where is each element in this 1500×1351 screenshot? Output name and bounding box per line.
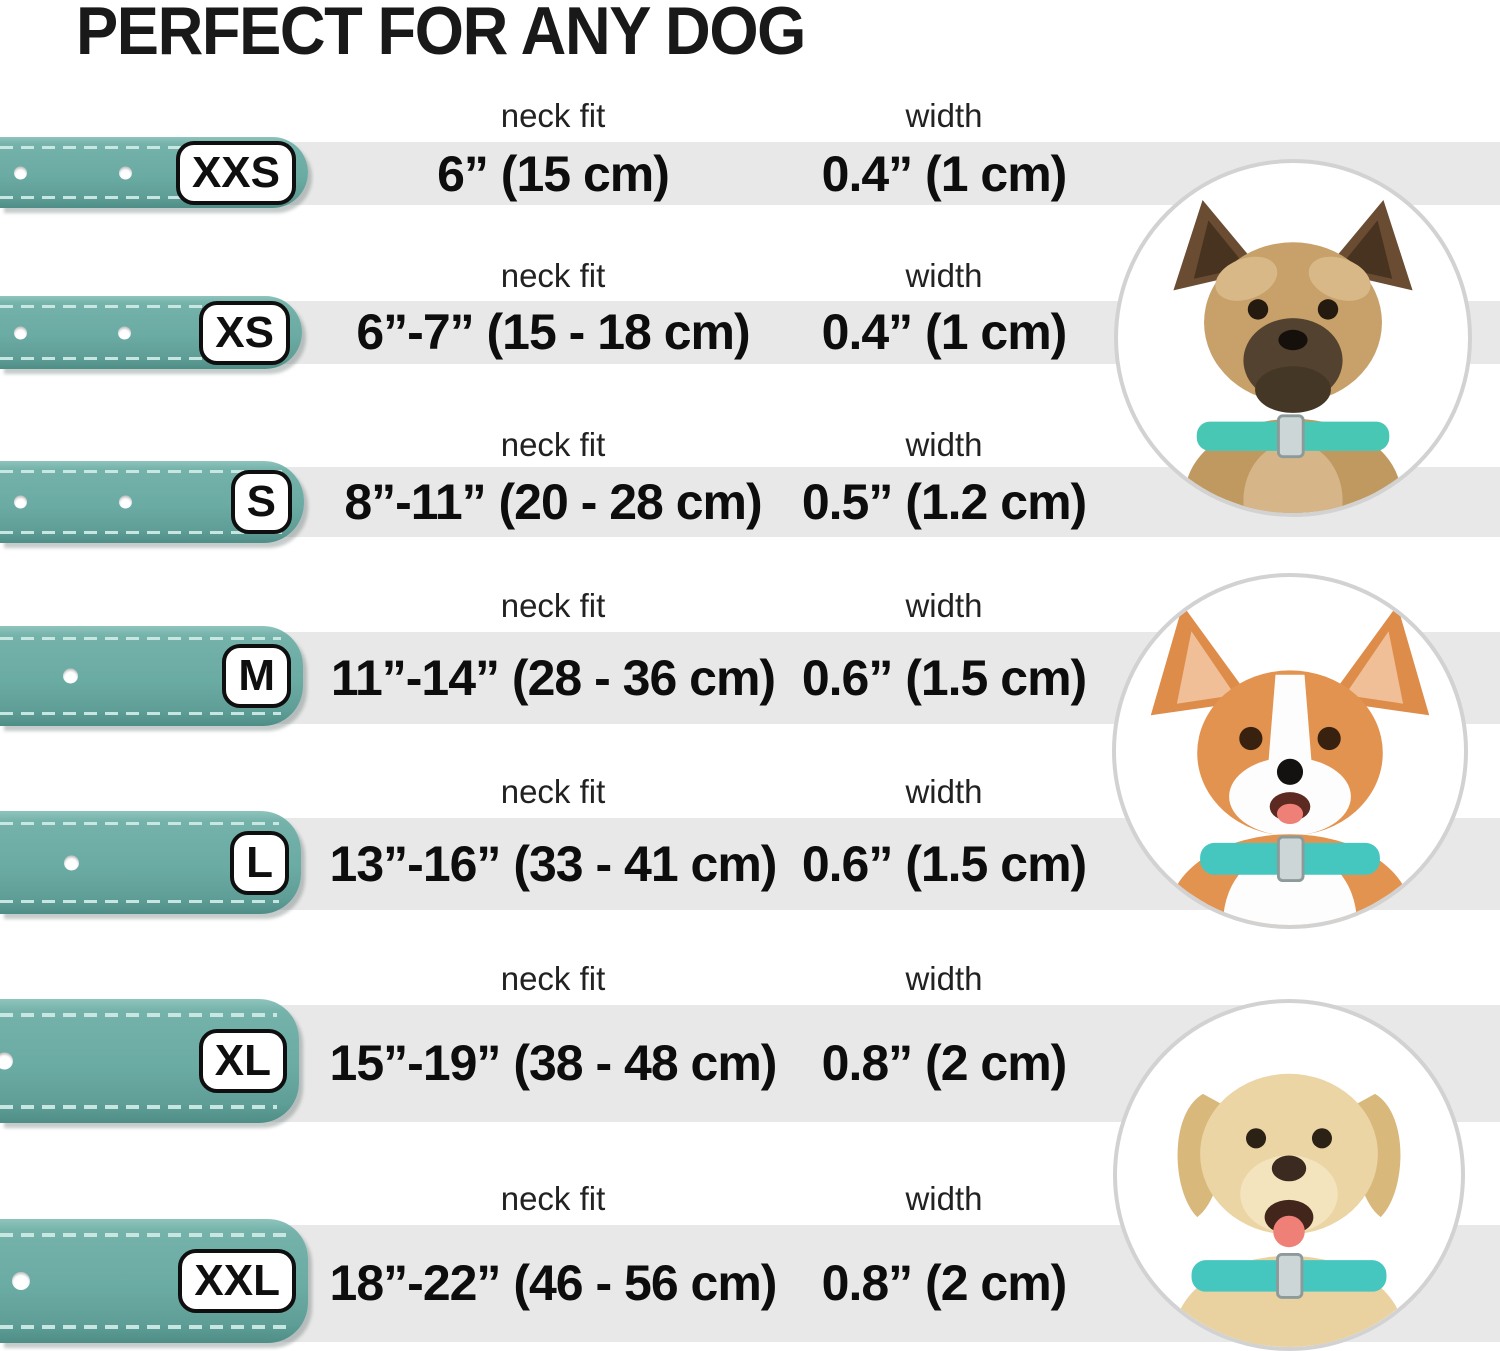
size-badge: XXS xyxy=(175,140,296,205)
neck-fit-value: 6” (15 cm) xyxy=(437,146,670,202)
collar-hole xyxy=(0,1052,13,1070)
neck-fit-value: 11”-14” (28 - 36 cm) xyxy=(330,650,776,706)
collar-strip: XS xyxy=(0,296,302,369)
stitch-line xyxy=(0,712,281,715)
width-value: 0.4” (1 cm) xyxy=(821,146,1068,202)
neck-fit-value: 6”-7” (15 - 18 cm) xyxy=(356,304,750,360)
stitch-line xyxy=(0,637,281,640)
stitch-line xyxy=(0,1233,286,1237)
size-badge: XL xyxy=(198,1029,287,1093)
collar-hole xyxy=(64,855,79,870)
stitch-line xyxy=(0,531,282,534)
neck-fit-header: neck fit xyxy=(500,1180,606,1217)
stitch-line xyxy=(0,900,279,903)
collar-hole xyxy=(14,495,27,509)
size-badge: XXL xyxy=(178,1249,296,1313)
neck-fit-value: 18”-22” (46 - 56 cm) xyxy=(329,1255,778,1311)
collar-strip: XL xyxy=(0,999,299,1123)
labrador-photo xyxy=(1113,999,1465,1351)
stitch-line xyxy=(0,146,286,149)
neck-fit-value: 8”-11” (20 - 28 cm) xyxy=(344,474,762,530)
collar-strip: S xyxy=(0,461,304,543)
width-value: 0.8” (2 cm) xyxy=(821,1035,1068,1091)
labrador-illustration xyxy=(1174,1073,1404,1347)
stitch-line xyxy=(0,822,279,825)
page-title: PERFECT FOR ANY DOG xyxy=(76,0,806,69)
neck-fit-value: 13”-16” (33 - 41 cm) xyxy=(329,836,778,892)
collar-strip: L xyxy=(0,811,301,914)
width-header: width xyxy=(905,960,983,997)
width-value: 0.6” (1.5 cm) xyxy=(801,836,1087,892)
collar-strip: XXS xyxy=(0,137,308,208)
stitch-line xyxy=(0,196,286,199)
neck-fit-header: neck fit xyxy=(500,426,606,463)
corgi-illustration xyxy=(1150,605,1430,925)
width-header: width xyxy=(905,97,983,134)
stitch-line xyxy=(0,1013,277,1017)
terrier-illustration xyxy=(1173,200,1413,513)
stitch-line xyxy=(0,470,282,473)
size-badge: L xyxy=(230,830,289,895)
terrier-photo xyxy=(1114,159,1472,517)
neck-fit-header: neck fit xyxy=(500,960,606,997)
width-value: 0.6” (1.5 cm) xyxy=(801,650,1087,706)
neck-fit-header: neck fit xyxy=(500,587,606,624)
size-badge: M xyxy=(222,644,291,708)
collar-hole xyxy=(118,326,131,339)
stitch-line xyxy=(0,305,280,308)
collar-hole xyxy=(14,326,27,339)
width-header: width xyxy=(905,426,983,463)
collar-hole xyxy=(14,166,27,179)
collar-hole xyxy=(119,166,132,179)
neck-fit-header: neck fit xyxy=(500,97,606,134)
stitch-line xyxy=(0,1105,277,1109)
width-header: width xyxy=(905,1180,983,1217)
collar-strip: M xyxy=(0,626,303,726)
neck-fit-header: neck fit xyxy=(500,773,606,810)
collar-hole xyxy=(12,1272,30,1290)
collar-hole xyxy=(119,495,132,509)
collar-strip: XXL xyxy=(0,1219,308,1343)
corgi-photo xyxy=(1112,573,1468,929)
collar-hole xyxy=(63,668,78,684)
stitch-line xyxy=(0,357,280,360)
size-badge: XS xyxy=(199,300,290,365)
size-badge: S xyxy=(230,470,292,534)
neck-fit-value: 15”-19” (38 - 48 cm) xyxy=(329,1035,778,1091)
width-value: 0.4” (1 cm) xyxy=(821,304,1068,360)
width-header: width xyxy=(905,257,983,294)
width-header: width xyxy=(905,587,983,624)
neck-fit-header: neck fit xyxy=(500,257,606,294)
stitch-line xyxy=(0,1325,286,1329)
width-value: 0.5” (1.2 cm) xyxy=(801,474,1087,530)
width-header: width xyxy=(905,773,983,810)
width-value: 0.8” (2 cm) xyxy=(821,1255,1068,1311)
